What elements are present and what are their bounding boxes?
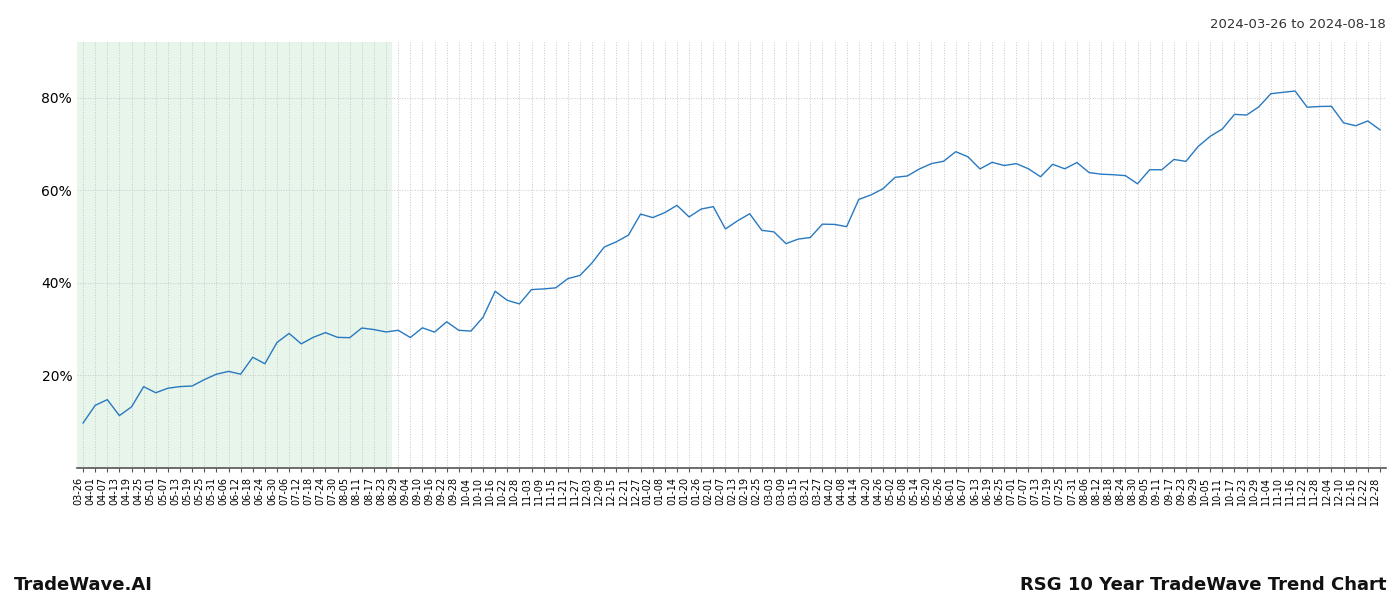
Bar: [77, 42, 392, 468]
Text: TradeWave.AI: TradeWave.AI: [14, 576, 153, 594]
Text: 2024-03-26 to 2024-08-18: 2024-03-26 to 2024-08-18: [1210, 18, 1386, 31]
Text: RSG 10 Year TradeWave Trend Chart: RSG 10 Year TradeWave Trend Chart: [1019, 576, 1386, 594]
